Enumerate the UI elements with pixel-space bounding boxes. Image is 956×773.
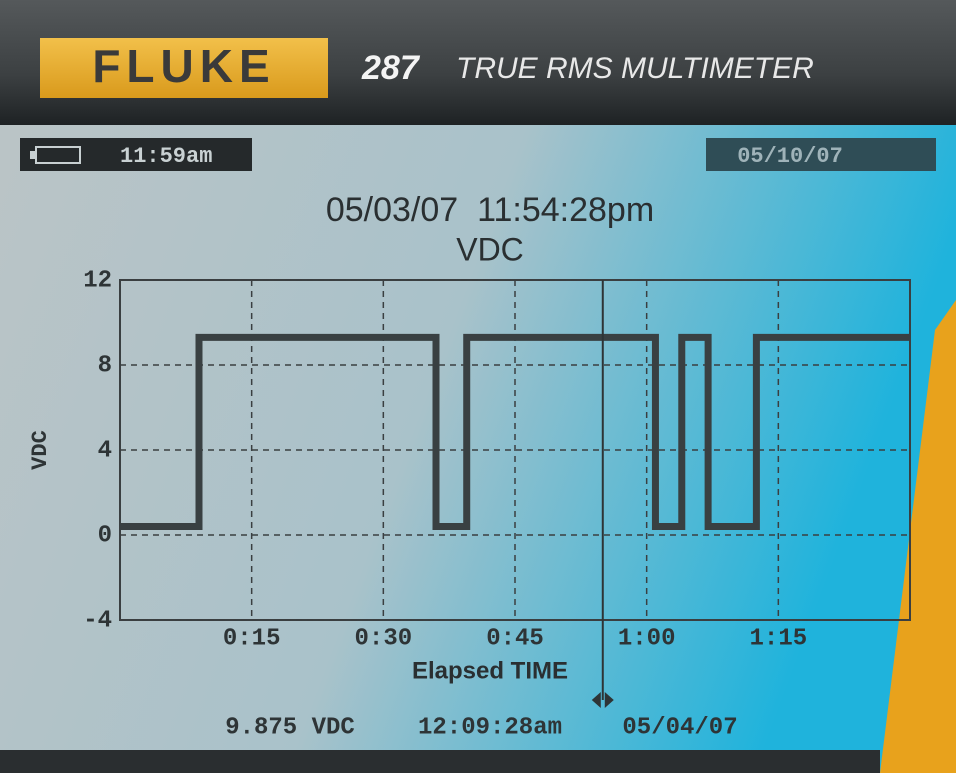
brand: FLUKE bbox=[92, 40, 275, 92]
device-screen: FLUKE 287 TRUE RMS MULTIMETER 11:59am 05… bbox=[0, 0, 956, 773]
softkey-bar bbox=[0, 750, 880, 773]
chart-title: 05/03/07 11:54:28pm bbox=[326, 191, 654, 229]
model: 287 bbox=[361, 49, 421, 87]
status-date: 05/10/07 bbox=[737, 144, 843, 169]
readout-value: 9.875 VDC bbox=[225, 714, 355, 741]
status-time: 11:59am bbox=[120, 144, 212, 169]
x-tick-label: 1:00 bbox=[618, 625, 676, 652]
y-tick-label: 12 bbox=[83, 267, 112, 294]
y-tick-label: 0 bbox=[98, 522, 112, 549]
x-tick-label: 0:30 bbox=[355, 625, 413, 652]
readout-date: 05/04/07 bbox=[622, 714, 737, 741]
product-name: TRUE RMS MULTIMETER bbox=[456, 52, 814, 85]
y-axis-label: VDC bbox=[28, 430, 53, 470]
y-tick-label: 8 bbox=[98, 352, 112, 379]
x-tick-label: 0:15 bbox=[223, 625, 281, 652]
x-axis-label: Elapsed TIME bbox=[412, 657, 568, 684]
y-tick-label: 4 bbox=[98, 437, 112, 464]
y-tick-label: -4 bbox=[83, 607, 112, 634]
x-tick-label: 0:45 bbox=[486, 625, 544, 652]
chart-subtitle: VDC bbox=[456, 231, 524, 267]
readout-time: 12:09:28am bbox=[418, 714, 562, 741]
x-tick-label: 1:15 bbox=[750, 625, 808, 652]
battery-tip bbox=[30, 151, 36, 159]
